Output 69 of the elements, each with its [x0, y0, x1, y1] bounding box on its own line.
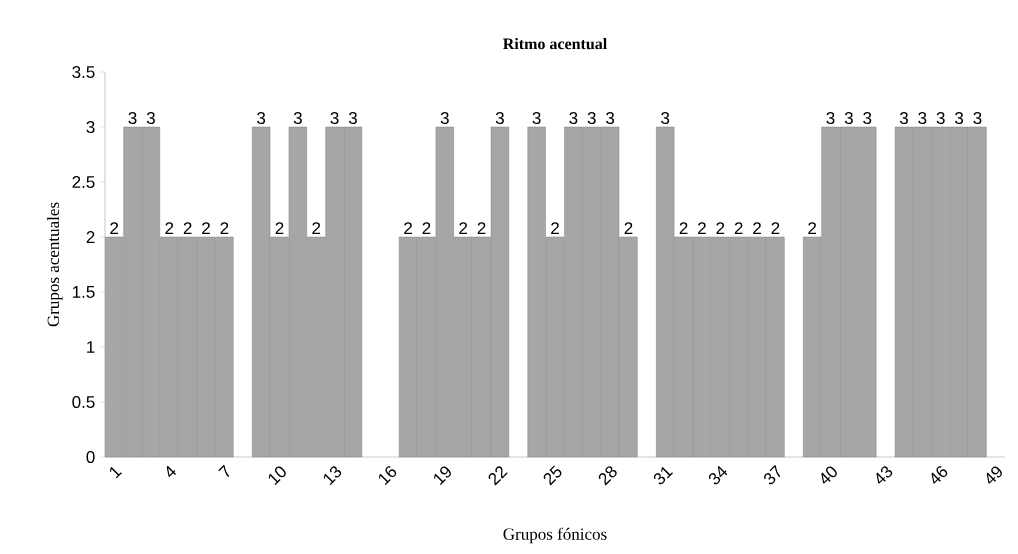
x-tick-label: 28: [598, 466, 617, 486]
data-label: 3: [146, 112, 155, 125]
data-label: 3: [532, 112, 541, 125]
y-tick-label: 0.5: [72, 395, 95, 409]
y-tick-label: 3.5: [72, 65, 95, 79]
data-label: 2: [459, 222, 468, 235]
x-tick-label: 19: [434, 466, 451, 486]
data-label: 2: [698, 222, 706, 235]
y-tick-label: 1: [87, 341, 95, 353]
y-axis-title: Grupos acentuales: [47, 202, 63, 327]
data-label: 2: [477, 222, 486, 235]
y-tick-label: 2: [86, 231, 95, 243]
x-tick-label: 1: [110, 466, 122, 479]
y-tick-label: 2.5: [72, 175, 95, 189]
data-label: 2: [771, 222, 780, 235]
x-tick-label: 13: [323, 466, 342, 486]
x-tick-label: 25: [543, 465, 562, 486]
data-label: 2: [716, 222, 725, 235]
data-label: 2: [404, 222, 412, 235]
data-label: 2: [753, 222, 761, 235]
x-tick-label: 4: [166, 465, 177, 478]
data-label: 2: [110, 222, 119, 235]
data-label: 3: [330, 112, 339, 125]
data-label: 3: [661, 112, 670, 125]
data-label: 2: [808, 222, 817, 235]
data-label: 3: [606, 112, 615, 125]
data-label: 2: [220, 222, 229, 235]
data-label: 3: [257, 112, 266, 125]
y-tick-label: 1.5: [72, 286, 95, 298]
data-label: 3: [569, 112, 578, 125]
x-tick-label: 7: [218, 464, 230, 478]
x-tick-label: 10: [268, 466, 286, 486]
data-label: 2: [551, 222, 559, 235]
data-label: 3: [955, 112, 964, 125]
data-label: 3: [844, 112, 853, 125]
data-label: 2: [183, 222, 192, 235]
data-label: 3: [863, 112, 872, 125]
chart-title: Ritmo acentual: [503, 37, 607, 50]
data-label: 3: [899, 112, 908, 125]
data-label: 3: [128, 112, 137, 125]
data-label: 3: [973, 112, 982, 125]
data-label: 2: [679, 222, 688, 235]
x-tick-label: 22: [488, 466, 508, 486]
data-label: 2: [202, 222, 210, 235]
data-label: 3: [918, 112, 927, 125]
data-label: 2: [312, 222, 321, 235]
x-tick-label: 49: [986, 466, 1002, 484]
data-label: 3: [587, 112, 596, 125]
y-tick-label: 3: [86, 120, 95, 134]
data-label: 2: [624, 222, 633, 235]
y-tick-label: 0: [86, 450, 95, 464]
data-label: 2: [422, 222, 431, 235]
x-tick-label: 34: [708, 465, 728, 485]
x-tick-label: 16: [378, 466, 397, 486]
data-label: 3: [826, 112, 835, 125]
x-tick-label: 43: [876, 466, 893, 484]
data-label: 3: [495, 112, 504, 125]
x-axis-title: Grupos fónicos: [503, 527, 607, 544]
data-label: 3: [440, 112, 449, 125]
data-label: 2: [275, 222, 284, 235]
x-tick-label: 37: [764, 465, 781, 485]
x-tick-label: 40: [821, 466, 837, 484]
data-label: 2: [165, 222, 174, 235]
data-label: 3: [936, 112, 945, 125]
data-label: 2: [734, 222, 743, 235]
data-label: 3: [293, 112, 302, 125]
data-label: 3: [348, 112, 357, 125]
x-tick-label: 46: [931, 466, 948, 484]
x-tick-label: 31: [653, 467, 673, 485]
